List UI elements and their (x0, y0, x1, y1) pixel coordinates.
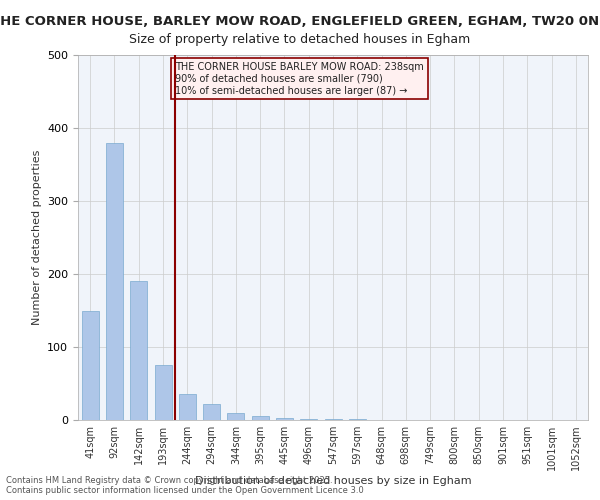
Bar (130, 282, 147, 420)
Bar (106, 142, 123, 420)
Bar (155, 365, 172, 420)
Text: THE CORNER HOUSE BARLEY MOW ROAD: 238sqm
90% of detached houses are smaller (790: THE CORNER HOUSE BARLEY MOW ROAD: 238sqm… (175, 62, 424, 96)
Y-axis label: Number of detached properties: Number of detached properties (32, 150, 41, 325)
Text: Size of property relative to detached houses in Egham: Size of property relative to detached ho… (130, 32, 470, 46)
Bar (251, 416, 269, 420)
Text: Contains HM Land Registry data © Crown copyright and database right 2025.: Contains HM Land Registry data © Crown c… (6, 476, 332, 485)
Text: THE CORNER HOUSE, BARLEY MOW ROAD, ENGLEFIELD GREEN, EGHAM, TW20 0NP: THE CORNER HOUSE, BARLEY MOW ROAD, ENGLE… (0, 15, 600, 28)
Bar (203, 404, 220, 420)
Bar (179, 394, 196, 420)
Bar (227, 412, 244, 420)
Text: Contains public sector information licensed under the Open Government Licence 3.: Contains public sector information licen… (6, 486, 364, 495)
X-axis label: Distribution of detached houses by size in Egham: Distribution of detached houses by size … (194, 476, 472, 486)
Bar (276, 418, 293, 420)
Bar (82, 310, 98, 420)
Bar (300, 418, 317, 420)
